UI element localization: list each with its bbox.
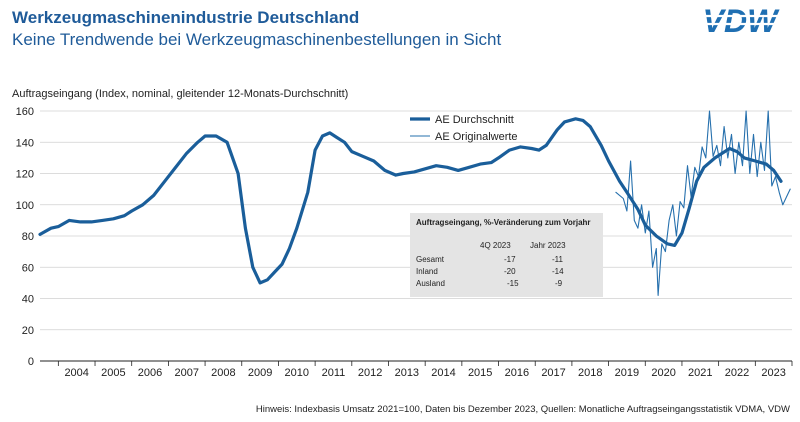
table-cell: -17 <box>504 255 516 264</box>
y-tick-label: 60 <box>22 262 34 274</box>
table-cell: -11 <box>552 255 563 264</box>
x-tick-label: 2005 <box>101 367 125 379</box>
x-tick-label: 2018 <box>578 367 602 379</box>
table-row-label: Ausland <box>416 279 445 288</box>
table-cell: -15 <box>507 279 519 288</box>
table-header-4q: 4Q 2023 <box>480 241 511 250</box>
y-tick-label: 100 <box>16 200 34 212</box>
legend-label: AE Originalwerte <box>435 131 518 143</box>
page-title: Werkzeugmaschinenindustrie Deutschland <box>12 8 360 27</box>
y-tick-label: 20 <box>22 325 34 337</box>
series-line-originalwerte <box>615 110 791 296</box>
x-tick-label: 2011 <box>322 367 346 379</box>
y-tick-label: 140 <box>16 137 34 149</box>
svg-text:VDW: VDW <box>703 4 780 39</box>
x-tick-label: 2006 <box>138 367 162 379</box>
x-tick-label: 2020 <box>651 367 675 379</box>
vdw-logo: VDW <box>696 4 786 39</box>
legend-label: AE Durchschnitt <box>435 114 514 126</box>
x-tick-label: 2022 <box>725 367 749 379</box>
y-tick-label: 120 <box>16 169 34 181</box>
x-tick-label: 2017 <box>541 367 565 379</box>
y-tick-label: 80 <box>22 231 34 243</box>
table-row-label: Inland <box>416 267 438 276</box>
table-row-label: Gesamt <box>416 255 445 264</box>
y-tick-label: 40 <box>22 294 34 306</box>
x-tick-label: 2021 <box>688 367 712 379</box>
table-cell: -20 <box>504 267 516 276</box>
x-tick-label: 2004 <box>64 367 88 379</box>
x-tick-label: 2023 <box>761 367 785 379</box>
table-cell: -14 <box>552 267 564 276</box>
y-tick-label: 160 <box>16 106 34 118</box>
x-tick-label: 2010 <box>285 367 309 379</box>
y-tick-label: 0 <box>28 356 34 368</box>
page-subtitle: Keine Trendwende bei Werkzeugmaschinenbe… <box>12 30 502 49</box>
series-line-durchschnitt <box>38 117 783 285</box>
change-table: Auftragseingang, %-Veränderung zum Vorja… <box>410 213 603 297</box>
y-axis-label: Auftragseingang (Index, nominal, gleiten… <box>12 88 349 100</box>
x-tick-label: 2016 <box>505 367 529 379</box>
footnote: Hinweis: Indexbasis Umsatz 2021=100, Dat… <box>255 404 790 415</box>
x-tick-label: 2008 <box>211 367 235 379</box>
x-tick-label: 2009 <box>248 367 272 379</box>
x-tick-label: 2015 <box>468 367 492 379</box>
table-cell: -9 <box>555 279 563 288</box>
x-tick-label: 2012 <box>358 367 382 379</box>
table-header-jahr: Jahr 2023 <box>530 241 566 250</box>
x-tick-label: 2019 <box>615 367 639 379</box>
x-tick-label: 2014 <box>431 367 455 379</box>
x-tick-label: 2007 <box>174 367 198 379</box>
x-tick-label: 2013 <box>395 367 419 379</box>
table-title: Auftragseingang, %-Veränderung zum Vorja… <box>416 218 591 227</box>
